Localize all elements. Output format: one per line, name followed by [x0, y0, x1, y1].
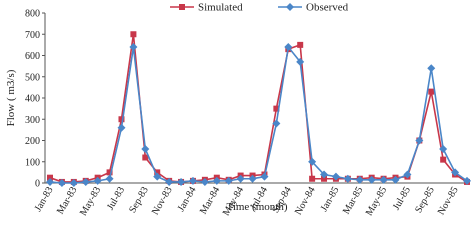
data-point — [57, 179, 66, 187]
data-point — [130, 31, 137, 38]
data-point — [141, 145, 150, 153]
legend-marker — [286, 3, 294, 11]
data-point — [367, 175, 376, 184]
data-point — [212, 176, 221, 185]
y-tick-label: 200 — [25, 136, 40, 147]
data-point — [331, 172, 340, 181]
y-tick-label: 700 — [25, 30, 40, 41]
data-point — [403, 170, 412, 179]
x-tick-label: Nov-83 — [150, 185, 175, 216]
data-point — [463, 176, 471, 185]
data-point — [296, 57, 305, 66]
data-point — [248, 174, 257, 183]
x-axis-title: Time (month) — [226, 201, 287, 213]
data-point — [177, 177, 186, 186]
x-tick-label: Jan-84 — [176, 185, 199, 214]
data-point — [69, 179, 78, 187]
data-point — [308, 157, 317, 166]
data-point — [165, 177, 174, 186]
legend-marker — [179, 4, 185, 10]
x-tick-label: Nov-84 — [293, 185, 318, 216]
x-tick-label: Jan-85 — [319, 185, 342, 214]
data-point — [188, 176, 197, 185]
data-point — [224, 176, 233, 185]
series-line — [49, 45, 468, 184]
data-point — [81, 177, 90, 186]
y-tick-label: 400 — [25, 94, 40, 105]
x-tick-label: Mar-85 — [341, 185, 365, 216]
x-tick-label: Jul-83 — [105, 185, 127, 212]
legend-label: Observed — [306, 2, 349, 14]
data-point — [320, 170, 329, 179]
data-point — [118, 116, 125, 123]
y-tick-label: 600 — [25, 51, 40, 62]
data-point — [236, 174, 245, 183]
y-tick-label: 300 — [25, 115, 40, 126]
data-point — [439, 145, 448, 153]
data-point — [273, 105, 280, 112]
data-point — [309, 175, 316, 182]
x-tick-label: May-85 — [364, 185, 389, 216]
x-tick-label: Nov-85 — [436, 185, 461, 216]
data-point — [272, 119, 281, 128]
data-point — [105, 174, 114, 183]
data-point — [260, 172, 269, 181]
legend-label: Simulated — [198, 2, 243, 14]
data-point — [343, 174, 352, 183]
chart: Flow ( m3/s) Time (month) 0 100 200 300 400 5… — [5, 2, 471, 216]
data-point — [440, 156, 447, 163]
data-point — [428, 88, 435, 95]
x-tick-label: Sep-83 — [127, 185, 151, 215]
y-axis-title: Flow ( m3/s) — [5, 69, 17, 126]
x-tick-label: Jul-85 — [391, 185, 413, 212]
x-tick-label: May-83 — [78, 185, 103, 216]
y-tick-label: 100 — [25, 157, 40, 168]
data-point — [379, 175, 388, 184]
y-tick-label: 800 — [25, 9, 40, 20]
data-point — [355, 175, 364, 184]
x-tick-label: Mar-84 — [198, 185, 222, 216]
data-point — [284, 43, 293, 51]
data-point — [427, 64, 436, 73]
data-point — [106, 169, 113, 176]
data-point — [117, 123, 126, 132]
x-tick-label: Sep-85 — [413, 185, 437, 215]
data-point — [451, 168, 460, 177]
data-point — [200, 177, 209, 186]
data-point — [46, 177, 54, 186]
data-point — [154, 169, 161, 176]
series-line — [49, 34, 468, 183]
data-point — [415, 136, 424, 145]
data-point — [93, 176, 102, 185]
y-tick-label: 0 — [35, 179, 40, 190]
data-point — [321, 175, 328, 182]
data-point — [297, 41, 304, 48]
data-point — [47, 174, 53, 181]
data-point — [142, 154, 149, 161]
data-point — [129, 43, 138, 51]
data-point — [153, 172, 162, 181]
y-tick-label: 500 — [25, 72, 40, 83]
data-point — [391, 175, 400, 184]
x-tick-label: Mar-83 — [55, 185, 79, 216]
